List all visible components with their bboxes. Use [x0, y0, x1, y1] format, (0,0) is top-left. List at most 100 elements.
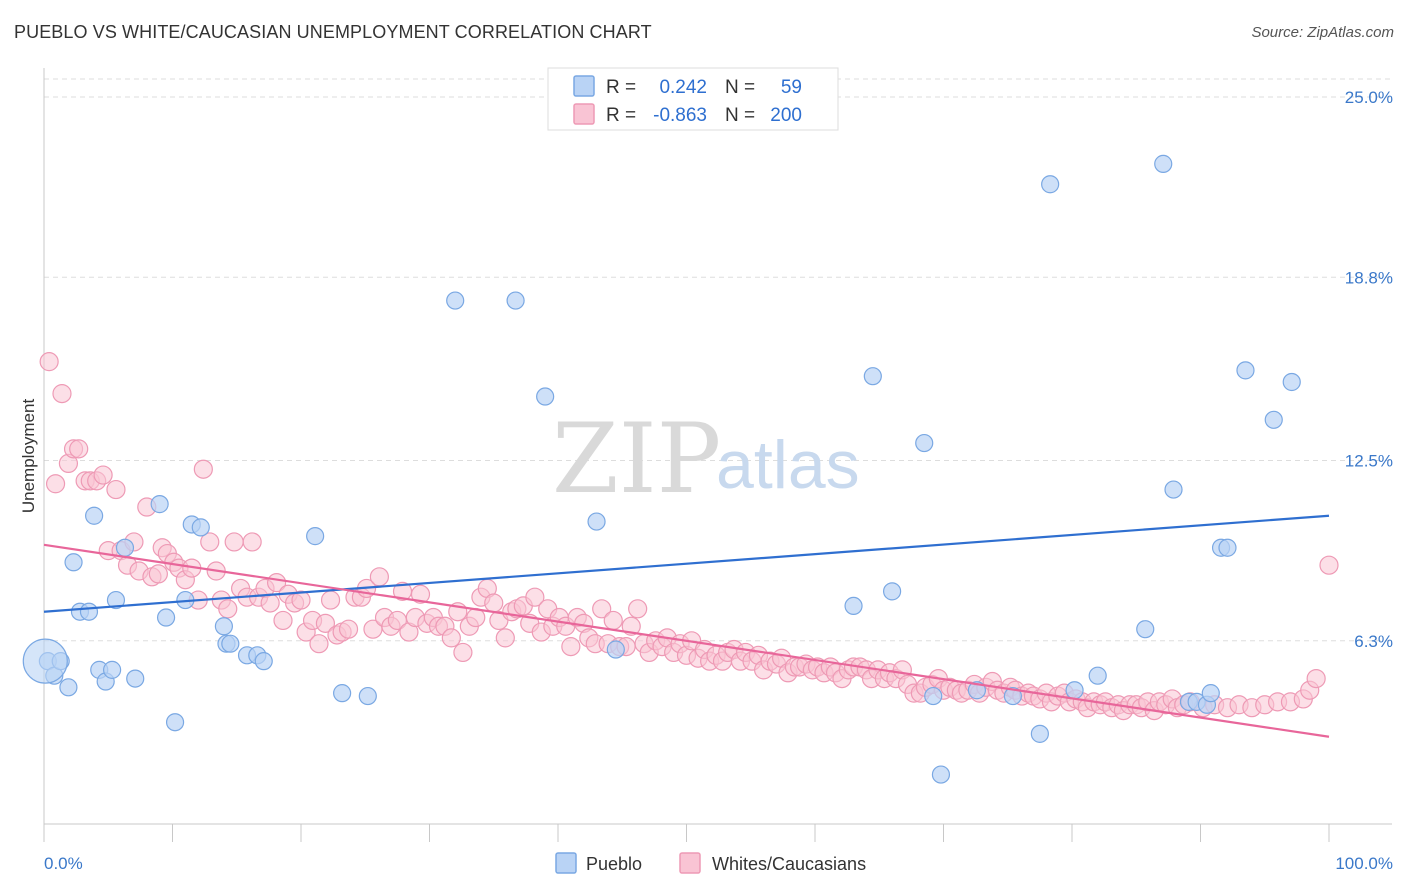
pueblo-point	[1065, 681, 1084, 700]
white-point	[561, 637, 581, 657]
white-point	[441, 628, 461, 648]
pueblo-point	[1041, 175, 1060, 194]
source-credit: Source: ZipAtlas.com	[1251, 24, 1394, 41]
legend-swatch-white	[573, 103, 595, 125]
pueblo-point	[156, 608, 176, 627]
white-point	[52, 384, 72, 404]
watermark-zip: ZIP	[552, 403, 721, 515]
legend-r-label-white: R =	[606, 105, 636, 126]
pueblo-point	[536, 387, 555, 406]
pueblo-point	[115, 538, 135, 557]
pueblo-point	[254, 652, 273, 671]
white-point	[273, 610, 293, 631]
white-point	[369, 567, 389, 587]
legend-r-value-pueblo: 0.242	[659, 77, 707, 98]
x-tick-label-max: 100.0%	[1335, 854, 1393, 873]
white-point	[1306, 668, 1326, 689]
white-point	[320, 590, 341, 610]
legend-swatch-pueblo	[573, 75, 595, 97]
white-point	[200, 532, 220, 552]
white-point	[315, 613, 336, 633]
pueblo-point	[1236, 361, 1255, 380]
y-tick-label: 12.5%	[1345, 452, 1393, 471]
pueblo-point	[587, 512, 606, 531]
white-point	[39, 352, 59, 372]
series-whites-caucasians	[39, 352, 1339, 721]
x-tick-labels: 0.0% 100.0%	[44, 854, 1393, 873]
y-tick-label: 6.3%	[1354, 632, 1393, 651]
white-point	[218, 599, 238, 619]
watermark-atlas: atlas	[716, 427, 860, 503]
watermark: ZIP atlas	[552, 403, 860, 515]
white-trendline	[43, 543, 1330, 738]
axes	[43, 68, 1392, 842]
white-point	[224, 532, 244, 552]
pueblo-point	[931, 765, 951, 784]
pueblo-point	[915, 433, 934, 453]
white-point	[193, 459, 213, 479]
pueblo-point	[85, 506, 104, 525]
pueblo-point	[103, 660, 122, 679]
bottom-legend: Pueblo Whites/Caucasians	[555, 852, 866, 874]
pueblo-point	[506, 291, 525, 310]
pueblo-point	[1218, 538, 1237, 557]
pueblo-point	[1030, 724, 1049, 743]
white-point	[309, 634, 329, 654]
pueblo-point	[1003, 686, 1022, 706]
pueblo-point	[1264, 410, 1283, 429]
white-point	[148, 564, 168, 584]
pueblo-point	[1282, 372, 1301, 392]
legend-n-label-pueblo: N =	[725, 77, 755, 98]
white-point	[525, 587, 545, 607]
white-point	[628, 599, 648, 619]
x-tick-label-min: 0.0%	[44, 854, 83, 873]
white-point	[484, 593, 504, 613]
series-pueblo	[22, 154, 1301, 784]
pueblo-point	[306, 527, 325, 546]
y-axis-label: Unemployment	[19, 399, 38, 514]
legend: R = 0.242 N = 59 R = -0.863 N = 200	[547, 67, 839, 131]
legend-n-label-white: N =	[725, 105, 755, 126]
chart-title: PUEBLO VS WHITE/CAUCASIAN UNEMPLOYMENT C…	[14, 22, 652, 42]
y-tick-labels: 6.3% 12.5% 18.8% 25.0%	[1345, 88, 1393, 651]
pueblo-point	[126, 669, 145, 688]
y-tick-label: 18.8%	[1345, 268, 1393, 287]
pueblo-point	[59, 678, 78, 697]
white-point	[291, 590, 311, 610]
white-point	[410, 584, 431, 604]
pueblo-point	[606, 640, 625, 659]
pueblo-point	[106, 590, 126, 610]
white-point	[260, 593, 280, 613]
pueblo-point	[844, 596, 863, 616]
pueblo-point	[446, 291, 465, 310]
pueblo-point	[863, 367, 882, 386]
pueblo-point	[1201, 684, 1220, 703]
trendlines	[43, 514, 1330, 738]
grid	[44, 78, 1392, 642]
pueblo-point	[1088, 666, 1107, 685]
y-tick-label: 25.0%	[1345, 88, 1393, 107]
white-point	[603, 610, 623, 631]
white-point	[592, 599, 612, 619]
pueblo-point	[22, 638, 68, 684]
legend-n-value-white: 200	[770, 105, 802, 126]
white-point	[93, 465, 113, 485]
bottom-legend-label-white: Whites/Caucasians	[712, 854, 866, 874]
pueblo-point	[221, 634, 240, 653]
pueblo-point	[191, 518, 210, 537]
white-point	[621, 616, 641, 636]
bottom-legend-swatch-white	[679, 852, 701, 874]
pueblo-point	[214, 617, 233, 636]
pueblo-point	[924, 686, 943, 706]
pueblo-trendline	[43, 514, 1330, 613]
pueblo-point	[333, 684, 352, 703]
legend-box	[547, 67, 839, 131]
pueblo-point	[358, 686, 377, 706]
pueblo-point	[1154, 154, 1173, 173]
pueblo-point	[150, 495, 169, 514]
white-point	[69, 439, 89, 459]
legend-n-value-pueblo: 59	[781, 77, 802, 98]
white-point	[453, 642, 473, 663]
white-point	[106, 479, 126, 500]
